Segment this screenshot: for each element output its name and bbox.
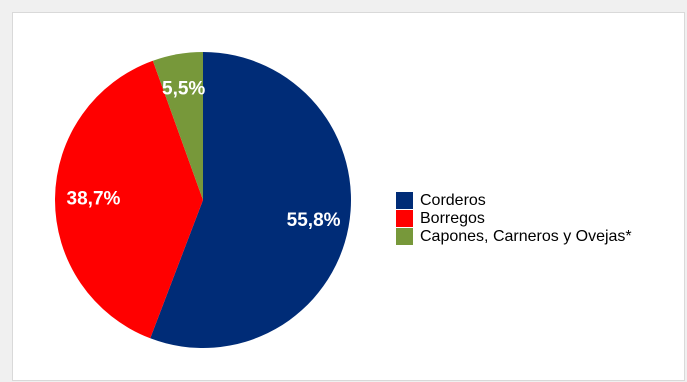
legend-label-borregos: Borregos (420, 209, 485, 227)
chart-legend: Corderos Borregos Capones, Carneros y Ov… (396, 191, 632, 245)
legend-swatch-capones (396, 227, 413, 245)
legend-label-capones: Capones, Carneros y Ovejas* (420, 227, 632, 245)
pie-slice-corderos (150, 52, 352, 348)
legend-swatch-borregos (396, 209, 413, 227)
pie-slice-borregos (55, 60, 203, 339)
legend-item-corderos: Corderos (396, 191, 632, 209)
pie-slice-capones (152, 52, 203, 200)
legend-item-capones: Capones, Carneros y Ovejas* (396, 227, 632, 245)
data-label-borregos: 38,7% (67, 188, 121, 209)
legend-label-corderos: Corderos (420, 191, 486, 209)
pie-chart: 55,8% 38,7% 5,5% (55, 52, 352, 348)
chart-area: 55,8% 38,7% 5,5% Corderos Borregos Capones… (12, 12, 685, 381)
data-label-corderos: 55,8% (287, 210, 341, 231)
legend-swatch-corderos (396, 191, 413, 209)
data-label-capones: 5,5% (162, 79, 205, 100)
legend-item-borregos: Borregos (396, 209, 632, 227)
